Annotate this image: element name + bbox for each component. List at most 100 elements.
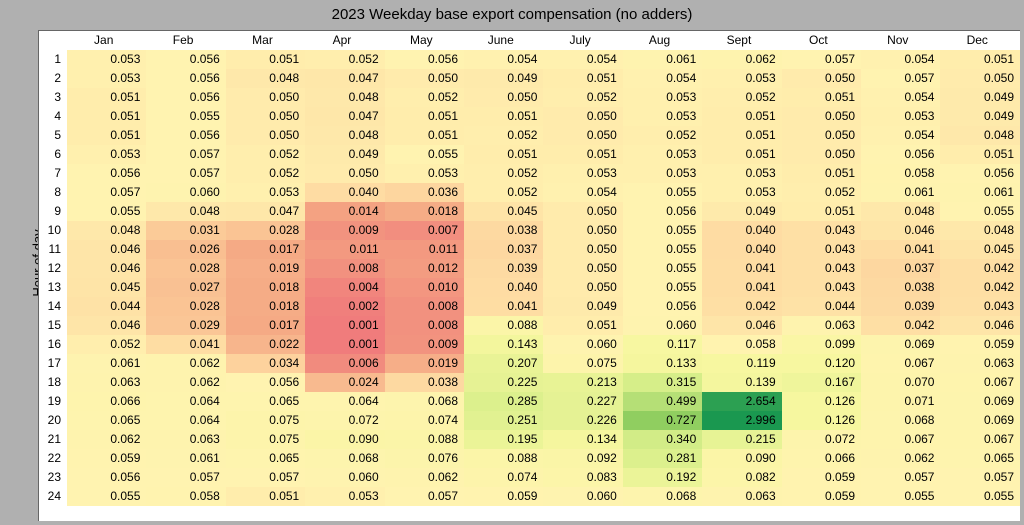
row-header: 4 xyxy=(39,107,67,126)
heatmap-cell: 0.050 xyxy=(543,107,622,126)
table-row: 170.0610.0620.0340.0060.0190.2070.0750.1… xyxy=(39,354,1020,373)
heatmap-cell: 0.088 xyxy=(385,430,464,449)
heatmap-cell: 0.065 xyxy=(67,411,146,430)
heatmap-cell: 0.047 xyxy=(305,69,384,88)
table-row: 180.0630.0620.0560.0240.0380.2250.2130.3… xyxy=(39,373,1020,392)
row-header: 13 xyxy=(39,278,67,297)
table-row: 70.0560.0570.0520.0500.0530.0520.0530.05… xyxy=(39,164,1020,183)
heatmap-cell: 0.090 xyxy=(305,430,384,449)
heatmap-cell: 0.052 xyxy=(226,145,305,164)
heatmap-cell: 2.996 xyxy=(702,411,781,430)
heatmap-cell: 0.046 xyxy=(67,240,146,259)
heatmap-cell: 0.340 xyxy=(623,430,702,449)
row-header: 3 xyxy=(39,88,67,107)
heatmap-cell: 0.028 xyxy=(226,221,305,240)
heatmap-cell: 0.082 xyxy=(702,468,781,487)
heatmap-cell: 0.050 xyxy=(464,88,543,107)
heatmap-cell: 0.050 xyxy=(782,145,861,164)
heatmap-cell: 0.010 xyxy=(385,278,464,297)
heatmap-cell: 0.004 xyxy=(305,278,384,297)
heatmap-cell: 0.049 xyxy=(464,69,543,88)
heatmap-cell: 0.042 xyxy=(940,259,1020,278)
table-row: 10.0530.0560.0510.0520.0560.0540.0540.06… xyxy=(39,50,1020,69)
heatmap-cell: 0.042 xyxy=(940,278,1020,297)
heatmap-cell: 0.050 xyxy=(305,164,384,183)
row-header: 17 xyxy=(39,354,67,373)
heatmap-cell: 0.051 xyxy=(702,126,781,145)
heatmap-cell: 0.056 xyxy=(146,88,225,107)
heatmap-cell: 0.315 xyxy=(623,373,702,392)
heatmap-cell: 0.008 xyxy=(385,297,464,316)
heatmap-cell: 0.055 xyxy=(623,278,702,297)
heatmap-cell: 0.207 xyxy=(464,354,543,373)
heatmap-cell: 0.036 xyxy=(385,183,464,202)
heatmap-cell: 0.051 xyxy=(226,487,305,506)
heatmap-cell: 0.008 xyxy=(305,259,384,278)
heatmap-cell: 0.057 xyxy=(940,468,1020,487)
heatmap-cell: 0.090 xyxy=(702,449,781,468)
row-header: 23 xyxy=(39,468,67,487)
heatmap-cell: 0.050 xyxy=(782,126,861,145)
row-header: 9 xyxy=(39,202,67,221)
table-row: 100.0480.0310.0280.0090.0070.0380.0500.0… xyxy=(39,221,1020,240)
heatmap-cell: 0.051 xyxy=(782,164,861,183)
heatmap-cell: 0.143 xyxy=(464,335,543,354)
heatmap-cell: 0.054 xyxy=(861,50,940,69)
heatmap-cell: 0.126 xyxy=(782,392,861,411)
heatmap-cell: 2.654 xyxy=(702,392,781,411)
heatmap-cell: 0.167 xyxy=(782,373,861,392)
heatmap-cell: 0.052 xyxy=(464,164,543,183)
chart-title: 2023 Weekday base export compensation (n… xyxy=(0,6,1024,23)
heatmap-cell: 0.062 xyxy=(67,430,146,449)
heatmap-cell: 0.053 xyxy=(305,487,384,506)
heatmap-cell: 0.068 xyxy=(861,411,940,430)
heatmap-cell: 0.053 xyxy=(702,183,781,202)
heatmap-cell: 0.120 xyxy=(782,354,861,373)
heatmap-cell: 0.038 xyxy=(861,278,940,297)
row-header: 11 xyxy=(39,240,67,259)
heatmap-cell: 0.050 xyxy=(940,69,1020,88)
row-header: 18 xyxy=(39,373,67,392)
col-header: June xyxy=(464,31,543,50)
heatmap-cell: 0.051 xyxy=(702,107,781,126)
heatmap-cell: 0.053 xyxy=(67,50,146,69)
heatmap-cell: 0.056 xyxy=(385,50,464,69)
heatmap-cell: 0.018 xyxy=(385,202,464,221)
heatmap-cell: 0.067 xyxy=(861,354,940,373)
heatmap-cell: 0.048 xyxy=(861,202,940,221)
heatmap-cell: 0.075 xyxy=(226,430,305,449)
heatmap-cell: 0.043 xyxy=(782,278,861,297)
heatmap-cell: 0.052 xyxy=(623,126,702,145)
heatmap-cell: 0.057 xyxy=(861,468,940,487)
heatmap-cell: 0.048 xyxy=(305,126,384,145)
heatmap-cell: 0.050 xyxy=(543,202,622,221)
heatmap-cell: 0.062 xyxy=(702,50,781,69)
heatmap-cell: 0.225 xyxy=(464,373,543,392)
table-row: 150.0460.0290.0170.0010.0080.0880.0510.0… xyxy=(39,316,1020,335)
heatmap-cell: 0.064 xyxy=(146,392,225,411)
heatmap-cell: 0.046 xyxy=(940,316,1020,335)
heatmap-cell: 0.054 xyxy=(861,126,940,145)
heatmap-cell: 0.028 xyxy=(146,259,225,278)
heatmap-cell: 0.056 xyxy=(146,126,225,145)
heatmap-cell: 0.018 xyxy=(226,297,305,316)
heatmap-cell: 0.061 xyxy=(146,449,225,468)
heatmap-cell: 0.049 xyxy=(940,88,1020,107)
row-header: 8 xyxy=(39,183,67,202)
row-header: 14 xyxy=(39,297,67,316)
heatmap-cell: 0.024 xyxy=(305,373,384,392)
heatmap-cell: 0.088 xyxy=(464,449,543,468)
heatmap-cell: 0.050 xyxy=(385,69,464,88)
heatmap-cell: 0.068 xyxy=(623,487,702,506)
heatmap-cell: 0.051 xyxy=(464,145,543,164)
heatmap-cell: 0.054 xyxy=(464,50,543,69)
heatmap-cell: 0.048 xyxy=(305,88,384,107)
heatmap-cell: 0.056 xyxy=(623,202,702,221)
row-header: 24 xyxy=(39,487,67,506)
heatmap-cell: 0.070 xyxy=(861,373,940,392)
col-header: Nov xyxy=(861,31,940,50)
heatmap-cell: 0.057 xyxy=(146,468,225,487)
heatmap-cell: 0.027 xyxy=(146,278,225,297)
heatmap-cell: 0.050 xyxy=(543,278,622,297)
heatmap-cell: 0.062 xyxy=(861,449,940,468)
